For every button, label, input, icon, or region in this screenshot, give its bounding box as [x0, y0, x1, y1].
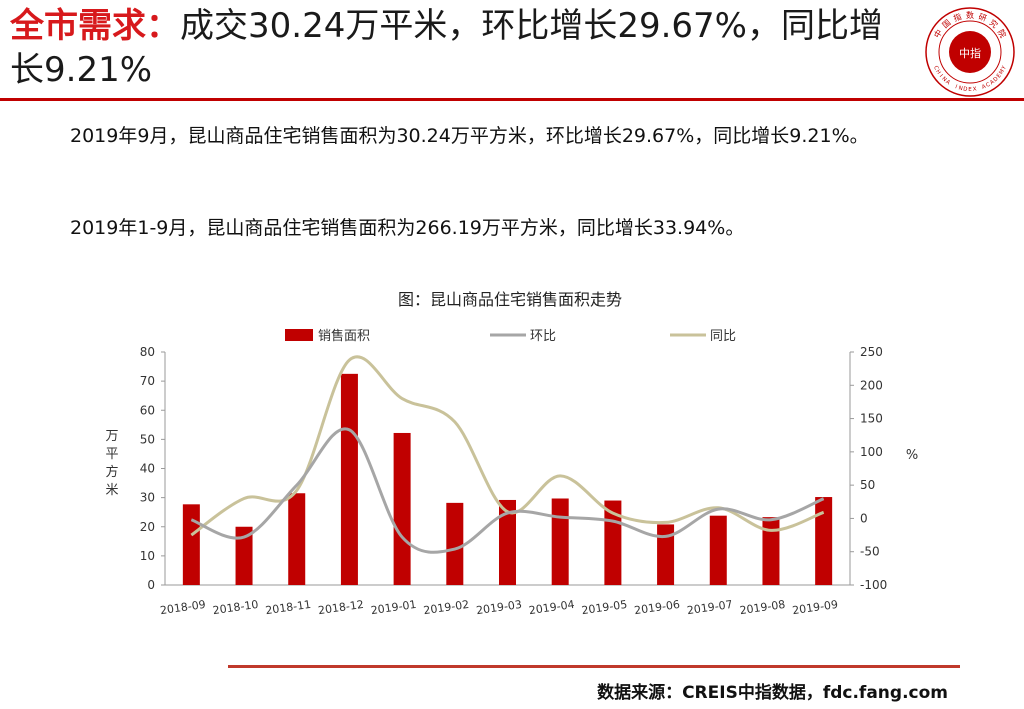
summary-paragraph-1: 2019年9月，昆山商品住宅销售面积为30.24万平方米，环比增长29.67%，… — [70, 125, 869, 147]
line-yoy — [190, 355, 825, 537]
x-tick-label: 2019-04 — [528, 598, 575, 617]
logo-bottom-char: M — [998, 68, 1006, 75]
bar-sales-area — [709, 515, 727, 585]
bar-sales-area — [288, 493, 306, 585]
legend-label-sales: 销售面积 — [318, 328, 370, 344]
x-tick-label: 2018-12 — [317, 598, 364, 617]
summary-paragraph-2: 2019年1-9月，昆山商品住宅销售面积为266.19万平方米，同比增长33.9… — [70, 217, 745, 239]
y-axis-label-left-char: 万 — [105, 429, 118, 444]
bar-sales-area — [815, 497, 833, 585]
y-tick-label-left: 30 — [140, 491, 155, 505]
x-tick-label: 2019-08 — [739, 598, 786, 617]
logo-bottom-char: X — [973, 86, 978, 92]
chart-title: 图：昆山商品住宅销售面积走势 — [398, 290, 622, 309]
x-tick-label: 2019-09 — [792, 598, 839, 617]
logo-bottom-char: C — [932, 65, 939, 71]
y-axis-label-left-char: 米 — [105, 483, 118, 498]
x-tick-label: 2018-09 — [159, 598, 206, 617]
y-tick-label-right: 150 — [860, 412, 883, 426]
logo-bottom-char: E — [996, 72, 1003, 79]
bar-sales-area — [446, 502, 464, 585]
legend-label-yoy: 同比 — [710, 329, 736, 344]
logo-bottom-char: N — [958, 85, 963, 92]
logo-bottom-char: E — [968, 87, 972, 93]
y-tick-label-left: 40 — [140, 462, 155, 476]
logo-bottom-char: C — [985, 82, 991, 89]
y-tick-label-left: 0 — [147, 578, 155, 592]
title-separator: ： — [146, 6, 180, 46]
y-tick-label-left: 50 — [140, 432, 155, 446]
source-divider — [228, 665, 960, 668]
y-axis-label-right: % — [906, 448, 918, 463]
logo-bottom-char: A — [989, 79, 996, 86]
data-source: 数据来源：CREIS中指数据，fdc.fang.com — [597, 683, 948, 703]
logo-top-char: 数 — [966, 10, 974, 20]
y-axis-label-left-char: 方 — [105, 464, 118, 480]
logo-bottom-char: Y — [1001, 65, 1009, 72]
logo-bottom-char: A — [981, 84, 987, 91]
logo-top-char: 院 — [996, 28, 1009, 40]
x-tick-label: 2019-03 — [475, 598, 522, 617]
bar-sales-area — [657, 524, 675, 585]
bar-sales-area — [182, 504, 200, 585]
x-tick-label: 2019-06 — [633, 598, 680, 617]
title-body: 成交30.24万平米，环比增长29.67%，同比增长9.21% — [10, 6, 883, 90]
bar-sales-area — [762, 517, 780, 585]
x-tick-label: 2018-10 — [212, 598, 259, 617]
logo-bottom-char: A — [944, 79, 951, 86]
x-tick-label: 2019-07 — [686, 598, 733, 617]
page-title: 全市需求：成交30.24万平米，环比增长29.67%，同比增长9.21% — [10, 4, 910, 92]
logo-center-text: 中指 — [959, 46, 981, 60]
y-tick-label-right: 200 — [860, 378, 883, 392]
y-tick-label-right: 0 — [860, 511, 868, 525]
x-tick-label: 2018-11 — [265, 598, 312, 617]
x-tick-label: 2019-05 — [581, 598, 628, 617]
line-mom — [190, 427, 825, 554]
logo-bottom-char: D — [992, 76, 999, 83]
logo-bottom-char: H — [934, 69, 941, 76]
logo-bottom-char: D — [963, 86, 968, 92]
logo-top-char: 指 — [952, 11, 963, 23]
bar-sales-area — [551, 498, 569, 585]
y-tick-label-right: -100 — [860, 578, 887, 592]
bar-sales-area — [393, 432, 411, 585]
title-key: 全市需求 — [10, 6, 146, 46]
y-tick-label-left: 60 — [140, 403, 155, 417]
legend-swatch-sales — [285, 329, 313, 341]
y-tick-label-right: -50 — [860, 545, 880, 559]
bar-sales-area — [235, 526, 253, 585]
y-tick-label-right: 250 — [860, 345, 883, 359]
y-tick-label-left: 20 — [140, 520, 155, 534]
y-tick-label-left: 80 — [140, 345, 155, 359]
x-tick-label: 2019-01 — [370, 598, 417, 617]
bar-sales-area — [499, 499, 516, 585]
logo-top-char: 国 — [941, 18, 953, 30]
y-axis-label-left-char: 平 — [105, 447, 118, 462]
logo-bottom-char: N — [940, 76, 947, 83]
logo-top-char: 中 — [932, 28, 945, 40]
bar-sales-area — [340, 373, 358, 585]
legend-label-mom: 环比 — [530, 329, 556, 344]
logo-bottom-char: I — [938, 74, 944, 79]
x-tick-label: 2019-02 — [423, 598, 470, 617]
y-tick-label-left: 10 — [140, 549, 155, 563]
logo-top-char: 研 — [977, 12, 988, 23]
title-divider — [0, 98, 1024, 101]
y-tick-label-right: 100 — [860, 445, 883, 459]
y-tick-label-right: 50 — [860, 478, 875, 492]
y-tick-label-left: 70 — [140, 374, 155, 388]
logo-bottom-char: I — [954, 84, 958, 90]
